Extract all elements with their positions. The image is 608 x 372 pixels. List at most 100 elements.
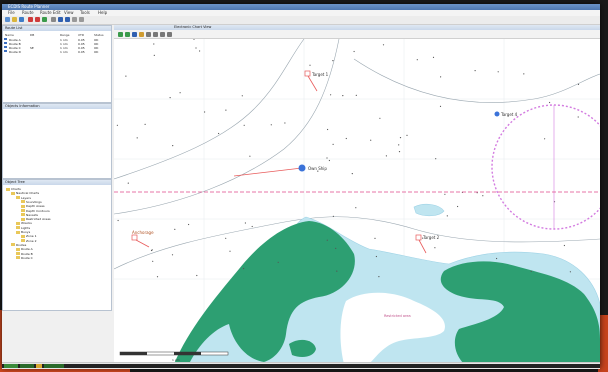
tree-item[interactable]: Routes [11, 243, 26, 247]
col-xtd[interactable]: XTD [78, 33, 85, 37]
sounding-mark [156, 276, 159, 278]
sounding-mark [244, 222, 246, 224]
target-2[interactable]: Target 2 [415, 234, 440, 254]
tree-item[interactable]: Layers [16, 196, 31, 200]
stop-icon[interactable] [35, 17, 40, 22]
land-mass [440, 261, 600, 364]
tree-item[interactable]: Depth Areas [21, 204, 45, 208]
chart-svg[interactable]: Target 1 Target 2 Anchorage Own Ship [114, 39, 600, 364]
add-waypoint-icon[interactable] [139, 32, 144, 37]
tree-item[interactable]: Soundings [21, 200, 42, 204]
col-range[interactable]: Range [60, 33, 70, 37]
sounding-mark [385, 155, 387, 157]
own-ship[interactable]: Own Ship [233, 164, 327, 177]
tree-item[interactable]: Navaids [21, 213, 38, 217]
tree-item-label: Depth Areas [26, 204, 45, 209]
zoom-icon[interactable] [79, 17, 84, 22]
play-icon[interactable] [42, 17, 47, 22]
sounding-mark [474, 70, 476, 72]
measure-icon[interactable] [146, 32, 151, 37]
pan-icon[interactable] [118, 32, 123, 37]
route-icon[interactable] [51, 17, 56, 22]
tree-item[interactable]: Depth Contours [21, 209, 50, 213]
menu-file[interactable]: File [8, 10, 15, 15]
col-status[interactable]: Status [94, 33, 104, 37]
menu-route-edit[interactable]: Route Edit [40, 10, 61, 15]
sounding-mark [136, 137, 138, 139]
menu-tools[interactable]: Tools [80, 10, 90, 15]
land-mass [174, 221, 355, 364]
taskbar-item[interactable] [44, 364, 64, 368]
zoom-in-icon[interactable] [125, 32, 130, 37]
tree-item-label: Route C [21, 255, 33, 260]
tree-item[interactable]: Buoys [16, 230, 30, 234]
table-row[interactable]: Route A 1 nm 0.05 OK [4, 38, 110, 42]
cell-range: 1 nm [60, 38, 68, 42]
sounding-mark [330, 94, 332, 96]
target-1[interactable]: Target 1 [304, 70, 329, 92]
taskbar-item[interactable] [36, 364, 42, 368]
target-4[interactable]: Target 4 [494, 111, 518, 118]
settings-icon[interactable] [72, 17, 77, 22]
radar-range-ring [491, 104, 600, 230]
tree-item[interactable]: Restricted Areas [21, 217, 51, 221]
center-icon[interactable] [153, 32, 158, 37]
cell-db: SE [30, 46, 34, 50]
grid-icon[interactable] [160, 32, 165, 37]
nautical-chart-canvas[interactable]: Target 1 Target 2 Anchorage Own Ship [114, 39, 600, 364]
taskbar-item[interactable] [20, 364, 34, 368]
scale-bar [119, 351, 229, 356]
menu-view[interactable]: View [64, 10, 74, 15]
tree-item[interactable]: Zone 1 [21, 234, 37, 238]
target-3[interactable]: Anchorage [131, 230, 154, 248]
folder-icon [21, 209, 25, 212]
delete-icon[interactable] [28, 17, 33, 22]
info-icon[interactable] [167, 32, 172, 37]
tree-item-label: Charts [11, 187, 21, 191]
sounding-mark [446, 215, 448, 217]
sounding-mark [569, 271, 571, 273]
sounding-mark [353, 50, 355, 53]
tree-item[interactable]: Lights [16, 226, 30, 230]
table-row[interactable]: Route C SE 1 nm 0.05 OK [4, 46, 110, 50]
chart-window-title: Electronic Chart View [174, 25, 212, 29]
new-icon[interactable] [5, 17, 10, 22]
sounding-mark [277, 261, 279, 263]
menu-help[interactable]: Help [98, 10, 108, 15]
tree-item[interactable]: Charts [6, 187, 21, 191]
cell-xtd: 0.05 [78, 42, 85, 46]
cell-status: OK [94, 46, 99, 50]
folder-icon [16, 230, 20, 234]
table-row[interactable]: Route D 1 nm 0.05 OK [4, 50, 110, 54]
save-icon[interactable] [19, 17, 24, 22]
tree-item[interactable]: Route B [16, 252, 33, 256]
tree-item[interactable]: Zone 2 [21, 239, 37, 243]
app-title: ECDIS Route Planner [8, 4, 50, 9]
open-icon[interactable] [12, 17, 17, 22]
scale-bar-label: 1 nm [172, 358, 180, 362]
tree-item[interactable]: Wrecks [16, 221, 32, 225]
layers-icon[interactable] [65, 17, 70, 22]
sounding-mark [544, 138, 546, 140]
sounding-mark [116, 124, 118, 126]
chart-icon[interactable] [58, 17, 63, 22]
application-window: ECDIS Route Planner File Route Route Edi… [2, 4, 600, 369]
tree-item[interactable]: Nautical Charts [11, 191, 39, 195]
col-db[interactable]: DB [30, 33, 35, 37]
sounding-mark [355, 94, 357, 96]
tree-item[interactable]: Route A [16, 247, 33, 251]
sounding-mark [563, 244, 565, 247]
target-4-label: Target 4 [500, 112, 518, 117]
zoom-out-icon[interactable] [132, 32, 137, 37]
sounding-mark [249, 155, 251, 157]
sounding-mark [117, 219, 119, 222]
tree-item[interactable]: Route C [16, 256, 33, 260]
sounding-mark [523, 73, 525, 75]
sounding-mark [530, 270, 532, 272]
sounding-mark [218, 132, 220, 135]
menu-route[interactable]: Route [22, 10, 34, 15]
table-row[interactable]: Route B 1 nm 0.05 OK [4, 42, 110, 46]
sounding-mark [327, 128, 329, 131]
taskbar-item[interactable] [4, 364, 18, 368]
col-name[interactable]: Name [5, 33, 14, 37]
